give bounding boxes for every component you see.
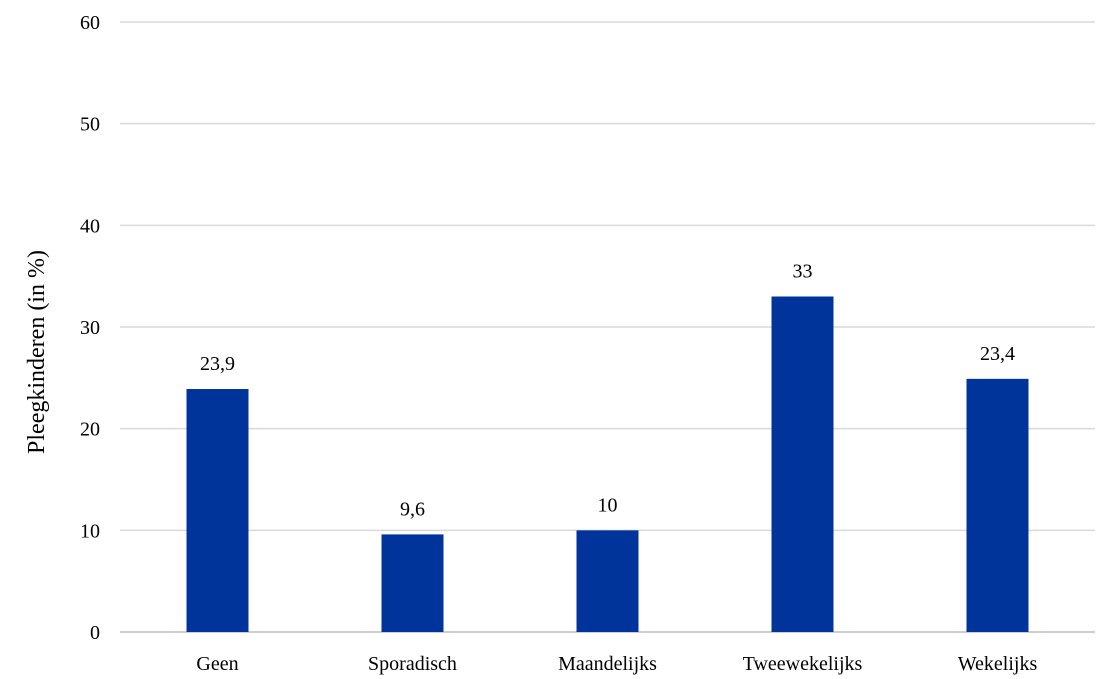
y-tick-label: 60	[80, 12, 100, 34]
y-tick-label: 40	[80, 215, 100, 237]
x-tick-label: Tweewekelijks	[743, 653, 863, 675]
data-label: 23,4	[980, 343, 1015, 365]
data-label: 9,6	[400, 498, 425, 520]
data-label: 33	[793, 261, 813, 283]
y-axis-ticks: 0 10 20 30 40 50 60	[80, 12, 100, 644]
x-tick-label: Maandelijks	[558, 653, 657, 675]
data-label: 10	[598, 494, 618, 516]
data-label: 23,9	[200, 353, 235, 375]
bar	[771, 296, 834, 632]
x-tick-label: Wekelijks	[958, 653, 1038, 675]
bars	[186, 296, 1029, 632]
bar	[966, 378, 1029, 632]
y-tick-label: 50	[80, 114, 100, 136]
y-tick-label: 10	[80, 520, 100, 542]
y-tick-label: 20	[80, 419, 100, 441]
x-tick-label: Sporadisch	[368, 653, 457, 675]
bar	[381, 534, 444, 632]
x-tick-label: Geen	[196, 653, 238, 675]
gridlines	[120, 21, 1095, 633]
y-tick-label: 0	[90, 622, 100, 644]
bar	[186, 389, 249, 632]
x-axis-ticks: Geen Sporadisch Maandelijks Tweewekelijks We…	[196, 653, 1037, 675]
y-axis-title: Pleegkinderen (in %)	[24, 250, 50, 454]
data-labels: 23,9 9,6 10 33 23,4	[200, 261, 1015, 521]
y-tick-label: 30	[80, 317, 100, 339]
bar	[576, 530, 639, 632]
